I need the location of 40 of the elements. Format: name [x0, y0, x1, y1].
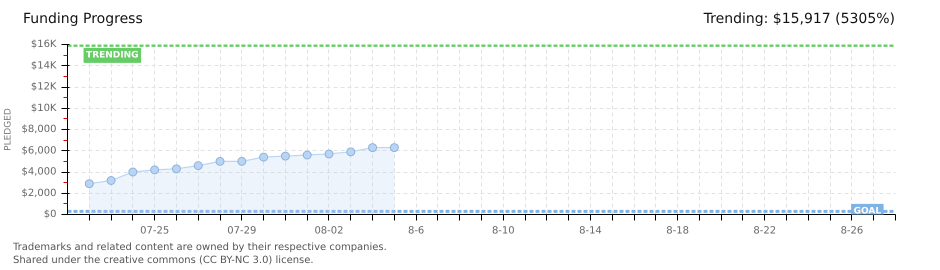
chart-title: Funding Progress — [23, 10, 143, 29]
x-tick-label: 08-02 — [314, 226, 344, 236]
x-tick-label: 8-14 — [579, 226, 602, 236]
x-tick-label: 07-29 — [227, 226, 256, 236]
point — [390, 143, 399, 152]
point — [280, 152, 290, 161]
point — [302, 150, 312, 160]
point — [346, 147, 356, 156]
y-tick-label: $4,000 — [22, 166, 57, 178]
point — [172, 164, 181, 174]
point — [237, 156, 246, 166]
point — [368, 143, 378, 152]
y-tick-label: $14K — [30, 60, 57, 72]
x-tick-label: 8-6 — [408, 226, 424, 236]
x-tick-label: 8-10 — [492, 226, 515, 236]
ref-line-label: GOAL — [854, 206, 882, 216]
y-tick-label: $0 — [44, 209, 57, 220]
point — [150, 165, 160, 174]
x-tick-label: 8-26 — [840, 226, 864, 236]
x-tick-label: 07-25 — [140, 226, 170, 236]
x-tick-label: 8-18 — [666, 226, 689, 236]
point — [259, 152, 268, 162]
y-tick-label: $2,000 — [22, 188, 57, 199]
point — [194, 161, 203, 170]
chart-subtitle: Trending: $15,917 (5305%) — [704, 10, 895, 29]
point — [84, 179, 94, 188]
ref-line-label: TRENDING — [86, 50, 139, 60]
point — [128, 168, 138, 176]
y-tick-label: $16K — [30, 39, 57, 50]
x-tick-label: 8-22 — [753, 226, 776, 236]
text: Shared under the creative commons (CC BY-NC 3.0) license. — [13, 255, 314, 266]
point — [106, 176, 116, 185]
point — [216, 156, 225, 166]
y-tick-label: $10K — [30, 102, 57, 114]
y-tick-label: $8,000 — [22, 124, 57, 135]
y-tick-label: $12K — [30, 82, 57, 92]
y-axis-title: PLEDGED — [4, 108, 14, 151]
y-tick-label: $6,000 — [22, 145, 57, 156]
point — [324, 149, 334, 158]
text: Trademarks and related content are owned by their respective companies. — [13, 242, 387, 253]
